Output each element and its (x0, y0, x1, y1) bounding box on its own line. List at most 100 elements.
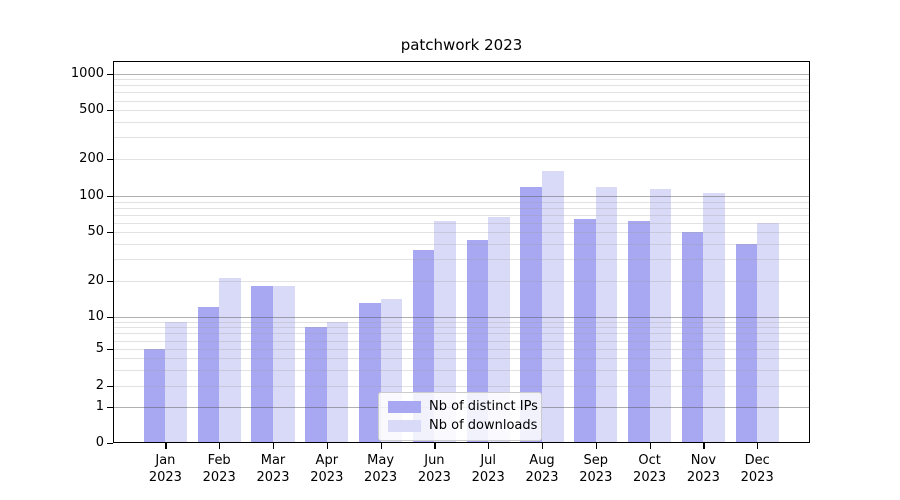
gridline (113, 207, 810, 209)
gridline (113, 333, 810, 335)
gridline (113, 92, 810, 94)
x-tick (326, 443, 328, 449)
y-tick (107, 386, 113, 388)
gridline (113, 244, 810, 246)
bar-downloads-jan (165, 321, 187, 443)
y-tick-label: 5 (95, 341, 104, 356)
x-tick (165, 443, 167, 449)
x-tick-label: Aug 2023 (525, 453, 559, 485)
y-tick-label: 100 (79, 188, 104, 203)
y-tick-label: 200 (79, 151, 104, 166)
y-tick-label: 20 (87, 272, 104, 288)
x-tick-label: Jan 2023 (148, 453, 182, 485)
legend: Nb of distinct IPs Nb of downloads (378, 392, 542, 441)
gridline (113, 369, 810, 371)
bar-ips-sep (574, 218, 596, 443)
gridline (113, 122, 810, 124)
chart-title: patchwork 2023 (400, 36, 523, 54)
bar-ips-may (359, 303, 381, 443)
gridline (113, 73, 810, 75)
bar-ips-jan (143, 349, 166, 443)
bar-downloads-feb (219, 278, 241, 443)
x-tick (649, 443, 651, 449)
gridline (113, 327, 810, 329)
gridline (113, 100, 810, 102)
x-tick (219, 443, 221, 449)
gridline (113, 321, 810, 323)
x-tick-label: Jul 2023 (471, 453, 505, 485)
x-tick-label: Sep 2023 (579, 453, 613, 485)
y-tick-label: 50 (87, 224, 104, 240)
x-tick (434, 443, 436, 449)
x-tick (273, 443, 275, 449)
y-tick (107, 280, 113, 282)
x-tick-label: Nov 2023 (686, 453, 720, 485)
y-tick-label: 1000 (70, 65, 104, 81)
gridline (113, 201, 810, 203)
bar-ips-dec (735, 244, 758, 443)
y-tick (107, 232, 113, 234)
y-tick (107, 443, 113, 445)
bar-downloads-aug (542, 170, 564, 443)
legend-label: Nb of distinct IPs (429, 399, 538, 414)
legend-item-downloads: Nb of downloads (379, 416, 541, 435)
x-tick (380, 443, 382, 449)
bar-ips-nov (681, 232, 704, 443)
gridline (113, 110, 810, 112)
legend-swatch-downloads (388, 419, 421, 432)
legend-swatch-distinct-ips (388, 400, 421, 413)
bar-ips-aug (520, 187, 542, 443)
bar-ips-oct (628, 221, 650, 443)
bar-downloads-mar (273, 286, 295, 443)
x-tick (488, 443, 490, 449)
y-tick (107, 73, 113, 75)
bar-downloads-oct (649, 189, 672, 443)
bar-downloads-nov (703, 193, 725, 443)
y-tick (107, 196, 113, 198)
x-tick (757, 443, 759, 449)
bar-downloads-dec (757, 222, 779, 443)
gridline (113, 222, 810, 224)
y-tick-label: 10 (87, 309, 104, 324)
gridline (113, 358, 810, 359)
gridline (113, 232, 810, 234)
y-tick-label: 2 (95, 378, 104, 393)
y-tick-label: 0 (95, 435, 104, 450)
x-tick-label: Jun 2023 (417, 453, 451, 485)
legend-label: Nb of downloads (429, 418, 538, 433)
x-tick (542, 443, 544, 449)
gridline (113, 137, 810, 139)
gridline (113, 317, 810, 318)
x-tick-label: Dec 2023 (740, 453, 774, 485)
gridline (113, 196, 810, 197)
gridline (113, 349, 810, 350)
bar-downloads-apr (326, 321, 349, 443)
x-tick (703, 443, 705, 449)
gridline (113, 159, 810, 160)
x-tick-label: Apr 2023 (310, 453, 344, 485)
gridline (113, 280, 810, 282)
bar-downloads-jun (434, 221, 456, 443)
y-tick-label: 500 (79, 102, 104, 118)
legend-item-distinct-ips: Nb of distinct IPs (379, 397, 541, 416)
bar-ips-feb (197, 307, 220, 443)
gridline (113, 259, 810, 261)
x-tick-label: May 2023 (364, 453, 398, 485)
x-tick (595, 443, 597, 449)
y-tick (107, 349, 113, 351)
y-tick (107, 159, 113, 161)
x-tick-label: Feb 2023 (202, 453, 236, 485)
gridline (113, 386, 810, 387)
x-tick-label: Oct 2023 (633, 453, 667, 485)
gridline (113, 214, 810, 216)
y-tick-label: 1 (95, 399, 104, 415)
gridline (113, 340, 810, 342)
gridline (113, 85, 810, 87)
x-tick-label: Mar 2023 (256, 453, 290, 485)
y-tick (107, 110, 113, 112)
y-tick (107, 317, 113, 319)
bar-ips-apr (305, 327, 327, 443)
y-tick (107, 407, 113, 409)
bar-ips-mar (251, 286, 273, 443)
